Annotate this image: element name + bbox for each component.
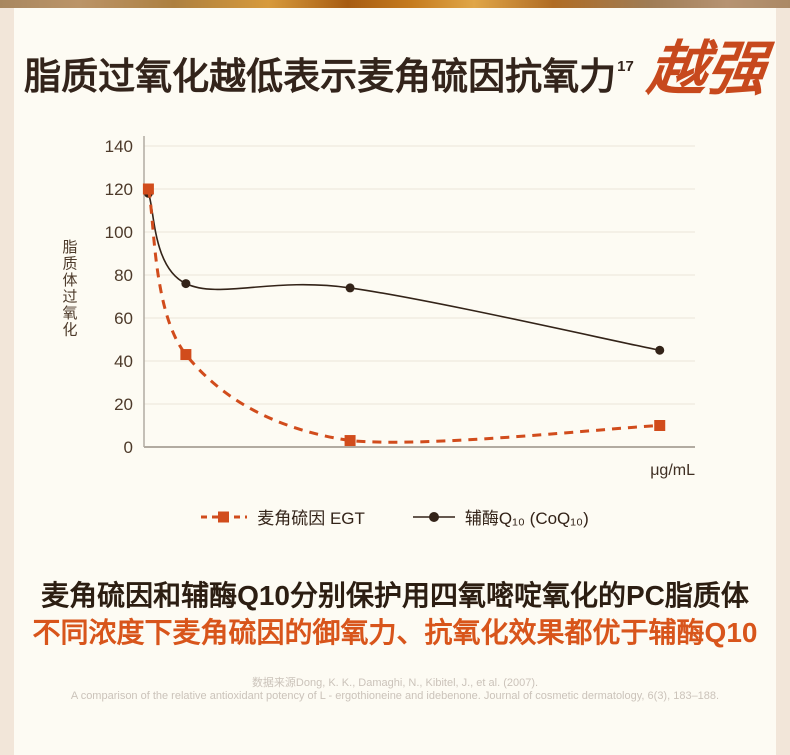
legend-item-coq10: 辅酶Q₁₀ (CoQ₁₀) — [412, 504, 589, 529]
legend-item-egt: 麦角硫因 EGT — [201, 504, 365, 529]
y-tick-label-60: 60 — [114, 309, 133, 328]
y-tick-label-80: 80 — [114, 266, 133, 285]
series-line-circle — [147, 192, 660, 352]
y-tick-label-120: 120 — [105, 180, 133, 199]
data-source-citation: 数据来源Dong, K. K., Damaghi, N., Kibitel, J… — [14, 677, 776, 703]
y-axis-title-char: 过 — [62, 288, 77, 305]
line-chart: 0 20 40 60 80 100 120 140 μg/mL 脂质体过氧化 — [14, 118, 776, 490]
data-point-circle-3 — [655, 345, 665, 355]
data-point-square-1 — [180, 349, 192, 361]
y-tick-label-40: 40 — [114, 352, 133, 371]
citation-line-2: A comparison of the relative antioxidant… — [70, 690, 720, 702]
citation-line-1: 数据来源Dong, K. K., Damaghi, N., Kibitel, J… — [251, 677, 539, 689]
header-photo-strip — [0, 0, 790, 8]
y-axis-title-char: 体 — [62, 272, 77, 289]
y-axis-title-char: 化 — [62, 321, 77, 338]
legend-label-egt: 麦角硫因 EGT — [257, 509, 365, 528]
caption-line-dark: 麦角硫因和辅酶Q10分别保护用四氧嘧啶氧化的PC脂质体 — [41, 580, 749, 611]
legend-marker-egt-dashed-square-icon — [201, 511, 248, 522]
chart-legend: 麦角硫因 EGT 辅酶Q₁₀ (CoQ₁₀) — [14, 504, 776, 529]
title-accent-text: 越强 — [643, 36, 770, 102]
caption-line-orange: 不同浓度下麦角硫因的御氧力、抗氧化效果都优于辅酶Q10 — [32, 617, 758, 648]
y-tick-label-0: 0 — [124, 438, 133, 457]
chart-caption: 麦角硫因和辅酶Q10分别保护用四氧嘧啶氧化的PC脂质体 不同浓度下麦角硫因的御氧… — [14, 577, 776, 651]
data-point-circle-2 — [345, 283, 355, 293]
title-main-text: 脂质过氧化越低表示麦角硫因抗氧力 — [24, 56, 617, 97]
y-tick-label-100: 100 — [105, 223, 133, 242]
x-axis-unit-label: μg/mL — [650, 462, 695, 479]
data-point-square-3 — [654, 420, 666, 431]
page-content: 脂质过氧化越低表示麦角硫因抗氧力 17 越强 0 20 40 60 80 100 120 14… — [14, 0, 776, 755]
y-axis-title-char: 质 — [62, 255, 77, 272]
y-axis-title-char: 氧 — [62, 305, 77, 322]
legend-marker-coq10-line-dot-icon — [412, 511, 455, 522]
y-tick-label-140: 140 — [105, 137, 133, 156]
data-point-circle-1 — [181, 279, 191, 289]
page-title: 脂质过氧化越低表示麦角硫因抗氧力 17 越强 — [14, 0, 776, 102]
y-tick-label-20: 20 — [114, 395, 133, 414]
data-point-square-0 — [142, 183, 154, 195]
y-axis-title-char: 脂 — [62, 239, 77, 256]
data-point-square-2 — [344, 435, 356, 447]
legend-label-coq10: 辅酶Q₁₀ (CoQ₁₀) — [464, 509, 589, 528]
series-line-square — [146, 188, 660, 444]
title-citation-superscript: 17 — [617, 58, 634, 75]
